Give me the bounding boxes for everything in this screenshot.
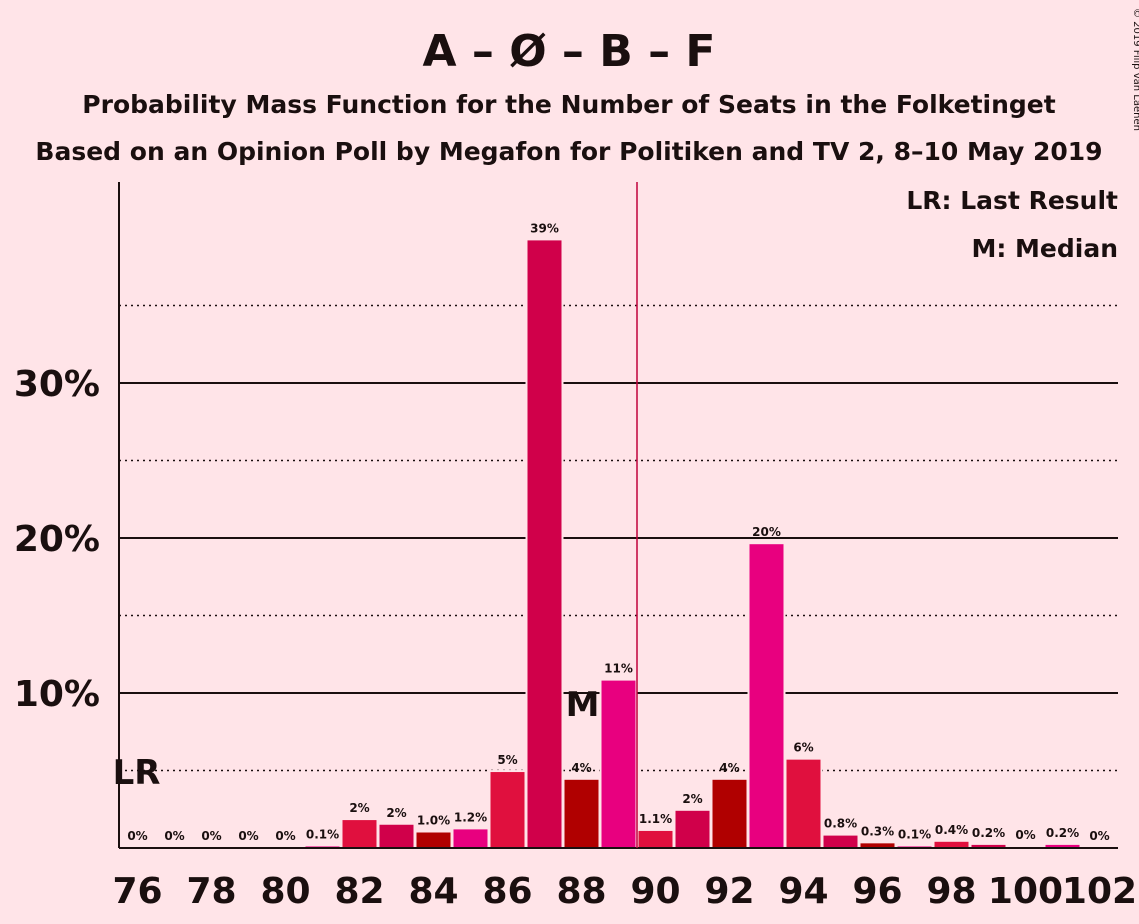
x-tick-label: 92 (704, 871, 754, 912)
bar-value-label: 5% (497, 753, 517, 767)
x-tick-label: 90 (630, 871, 680, 912)
bar-value-label: 0.1% (306, 827, 339, 841)
bar-value-label: 0% (127, 829, 147, 843)
bar-value-label: 2% (349, 801, 369, 815)
bar (638, 830, 673, 848)
bar (564, 779, 599, 848)
legend-last-result: LR: Last Result (906, 186, 1118, 215)
bar-value-label: 0.2% (972, 826, 1005, 840)
copyright-text: © 2019 Filip van Laenen (1131, 8, 1139, 131)
legend-median: M: Median (971, 234, 1118, 263)
bar (379, 824, 414, 848)
x-tick-label: 76 (112, 871, 162, 912)
bar-value-label: 2% (386, 806, 406, 820)
bar-value-label: 0% (201, 829, 221, 843)
bar-backdrop (303, 844, 342, 848)
bar-backdrop (895, 844, 934, 848)
x-tick-label: 86 (482, 871, 532, 912)
bar-value-label: 0% (275, 829, 295, 843)
bar (453, 829, 488, 848)
bar-value-label: 2% (682, 792, 702, 806)
bar-value-label: 1.2% (454, 810, 487, 824)
y-tick-label: 20% (14, 519, 100, 560)
x-tick-label: 98 (926, 871, 976, 912)
bar (601, 680, 636, 848)
bar-value-label: 0.2% (1046, 826, 1079, 840)
bar (527, 240, 562, 848)
x-tick-label: 100 (988, 871, 1063, 912)
median-marker: M (566, 685, 600, 725)
bar-value-label: 11% (604, 662, 633, 676)
bar (712, 779, 747, 848)
y-tick-label: 30% (14, 364, 100, 405)
bar-value-label: 1.0% (417, 814, 450, 828)
chart-subtitle-2: Based on an Opinion Poll by Megafon for … (35, 137, 1102, 166)
bar-value-label: 0% (164, 829, 184, 843)
bar (1045, 844, 1080, 848)
bar-value-labels: 0% 0% 0% 0% 0% 0.1% 2% 2% 1.0% 1.2% 5% 39% 4% 11% 1.1%… (127, 221, 1109, 843)
bar-backdrop (1006, 845, 1045, 848)
bar (675, 810, 710, 848)
bar-value-label: 39% (530, 221, 559, 235)
bar (971, 844, 1006, 848)
bar (416, 832, 451, 848)
bars (303, 238, 1082, 848)
x-tick-label: 80 (260, 871, 310, 912)
bar (934, 841, 969, 848)
bar-value-label: 0.3% (861, 824, 894, 838)
last-result-marker: LR (113, 753, 161, 793)
bar-value-label: 0.1% (898, 827, 931, 841)
bar (823, 835, 858, 848)
chart-title: A – Ø – B – F (423, 26, 716, 77)
bar (490, 772, 525, 848)
bar-value-label: 0% (1015, 828, 1035, 842)
bar (342, 820, 377, 848)
bar-value-label: 0% (238, 829, 258, 843)
x-tick-label: 96 (852, 871, 902, 912)
bar-value-label: 0.8% (824, 817, 857, 831)
y-tick-label: 10% (14, 674, 100, 715)
bar-value-label: 6% (793, 741, 813, 755)
bar-value-label: 0.4% (935, 823, 968, 837)
bar-value-label: 0% (1089, 829, 1109, 843)
bar-value-label: 20% (752, 525, 781, 539)
x-tick-label: 84 (408, 871, 458, 912)
bar (786, 759, 821, 848)
x-tick-label: 78 (186, 871, 236, 912)
x-tick-label: 88 (556, 871, 606, 912)
x-tick-label: 82 (334, 871, 384, 912)
bar-value-label: 4% (719, 761, 739, 775)
bar (749, 544, 784, 848)
bar-value-label: 1.1% (639, 812, 672, 826)
x-tick-label: 102 (1062, 871, 1137, 912)
bar (860, 843, 895, 848)
x-tick-label: 94 (778, 871, 828, 912)
chart-subtitle-1: Probability Mass Function for the Number… (82, 90, 1055, 119)
bar-value-label: 4% (571, 761, 591, 775)
